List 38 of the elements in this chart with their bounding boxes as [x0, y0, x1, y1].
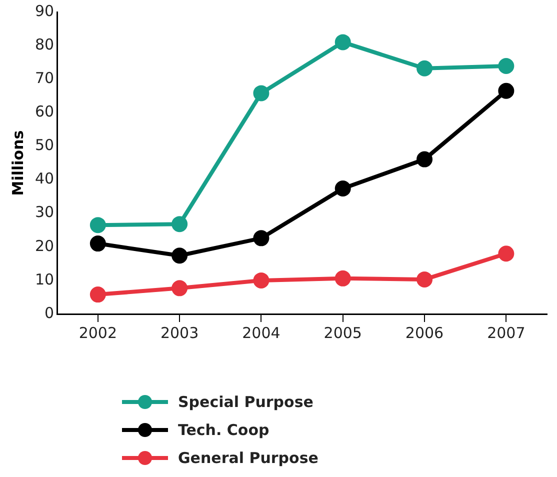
point [334, 34, 351, 50]
point [416, 151, 433, 168]
point [90, 217, 106, 234]
y-tick-label: 40 [34, 170, 54, 188]
y-tick-label: 50 [34, 136, 54, 154]
y-axis-title: Millions [8, 130, 27, 196]
x-tick-label: 2003 [160, 324, 199, 342]
point [253, 85, 270, 102]
x-tick-label: 2005 [324, 324, 362, 342]
y-tick-label: 10 [34, 270, 54, 288]
x-tick-label: 2007 [487, 324, 526, 342]
point [334, 270, 351, 286]
x-tick-label: 2004 [242, 324, 280, 342]
y-tick-label: 0 [44, 304, 54, 322]
y-tick-label: 60 [34, 102, 54, 121]
point [416, 271, 433, 288]
y-tick-label: 90 [34, 2, 54, 20]
point [172, 216, 188, 232]
legend-label: Tech. Coop [178, 421, 270, 439]
point [90, 236, 106, 252]
point [172, 280, 188, 296]
point [253, 272, 270, 288]
point [498, 82, 514, 99]
point [498, 58, 514, 74]
point [253, 230, 270, 246]
point [416, 60, 433, 76]
x-tick-label: 2006 [405, 324, 444, 342]
point [90, 286, 106, 303]
legend-label: Special Purpose [178, 393, 314, 411]
point [498, 246, 514, 262]
x-tick-label: 2002 [78, 324, 118, 342]
y-tick-label: 80 [34, 35, 54, 54]
point [334, 180, 351, 196]
y-tick-label: 70 [34, 69, 54, 87]
y-tick-label: 20 [34, 236, 54, 255]
legend-label: General Purpose [178, 449, 318, 467]
y-tick-label: 30 [34, 203, 54, 222]
point [172, 248, 188, 264]
